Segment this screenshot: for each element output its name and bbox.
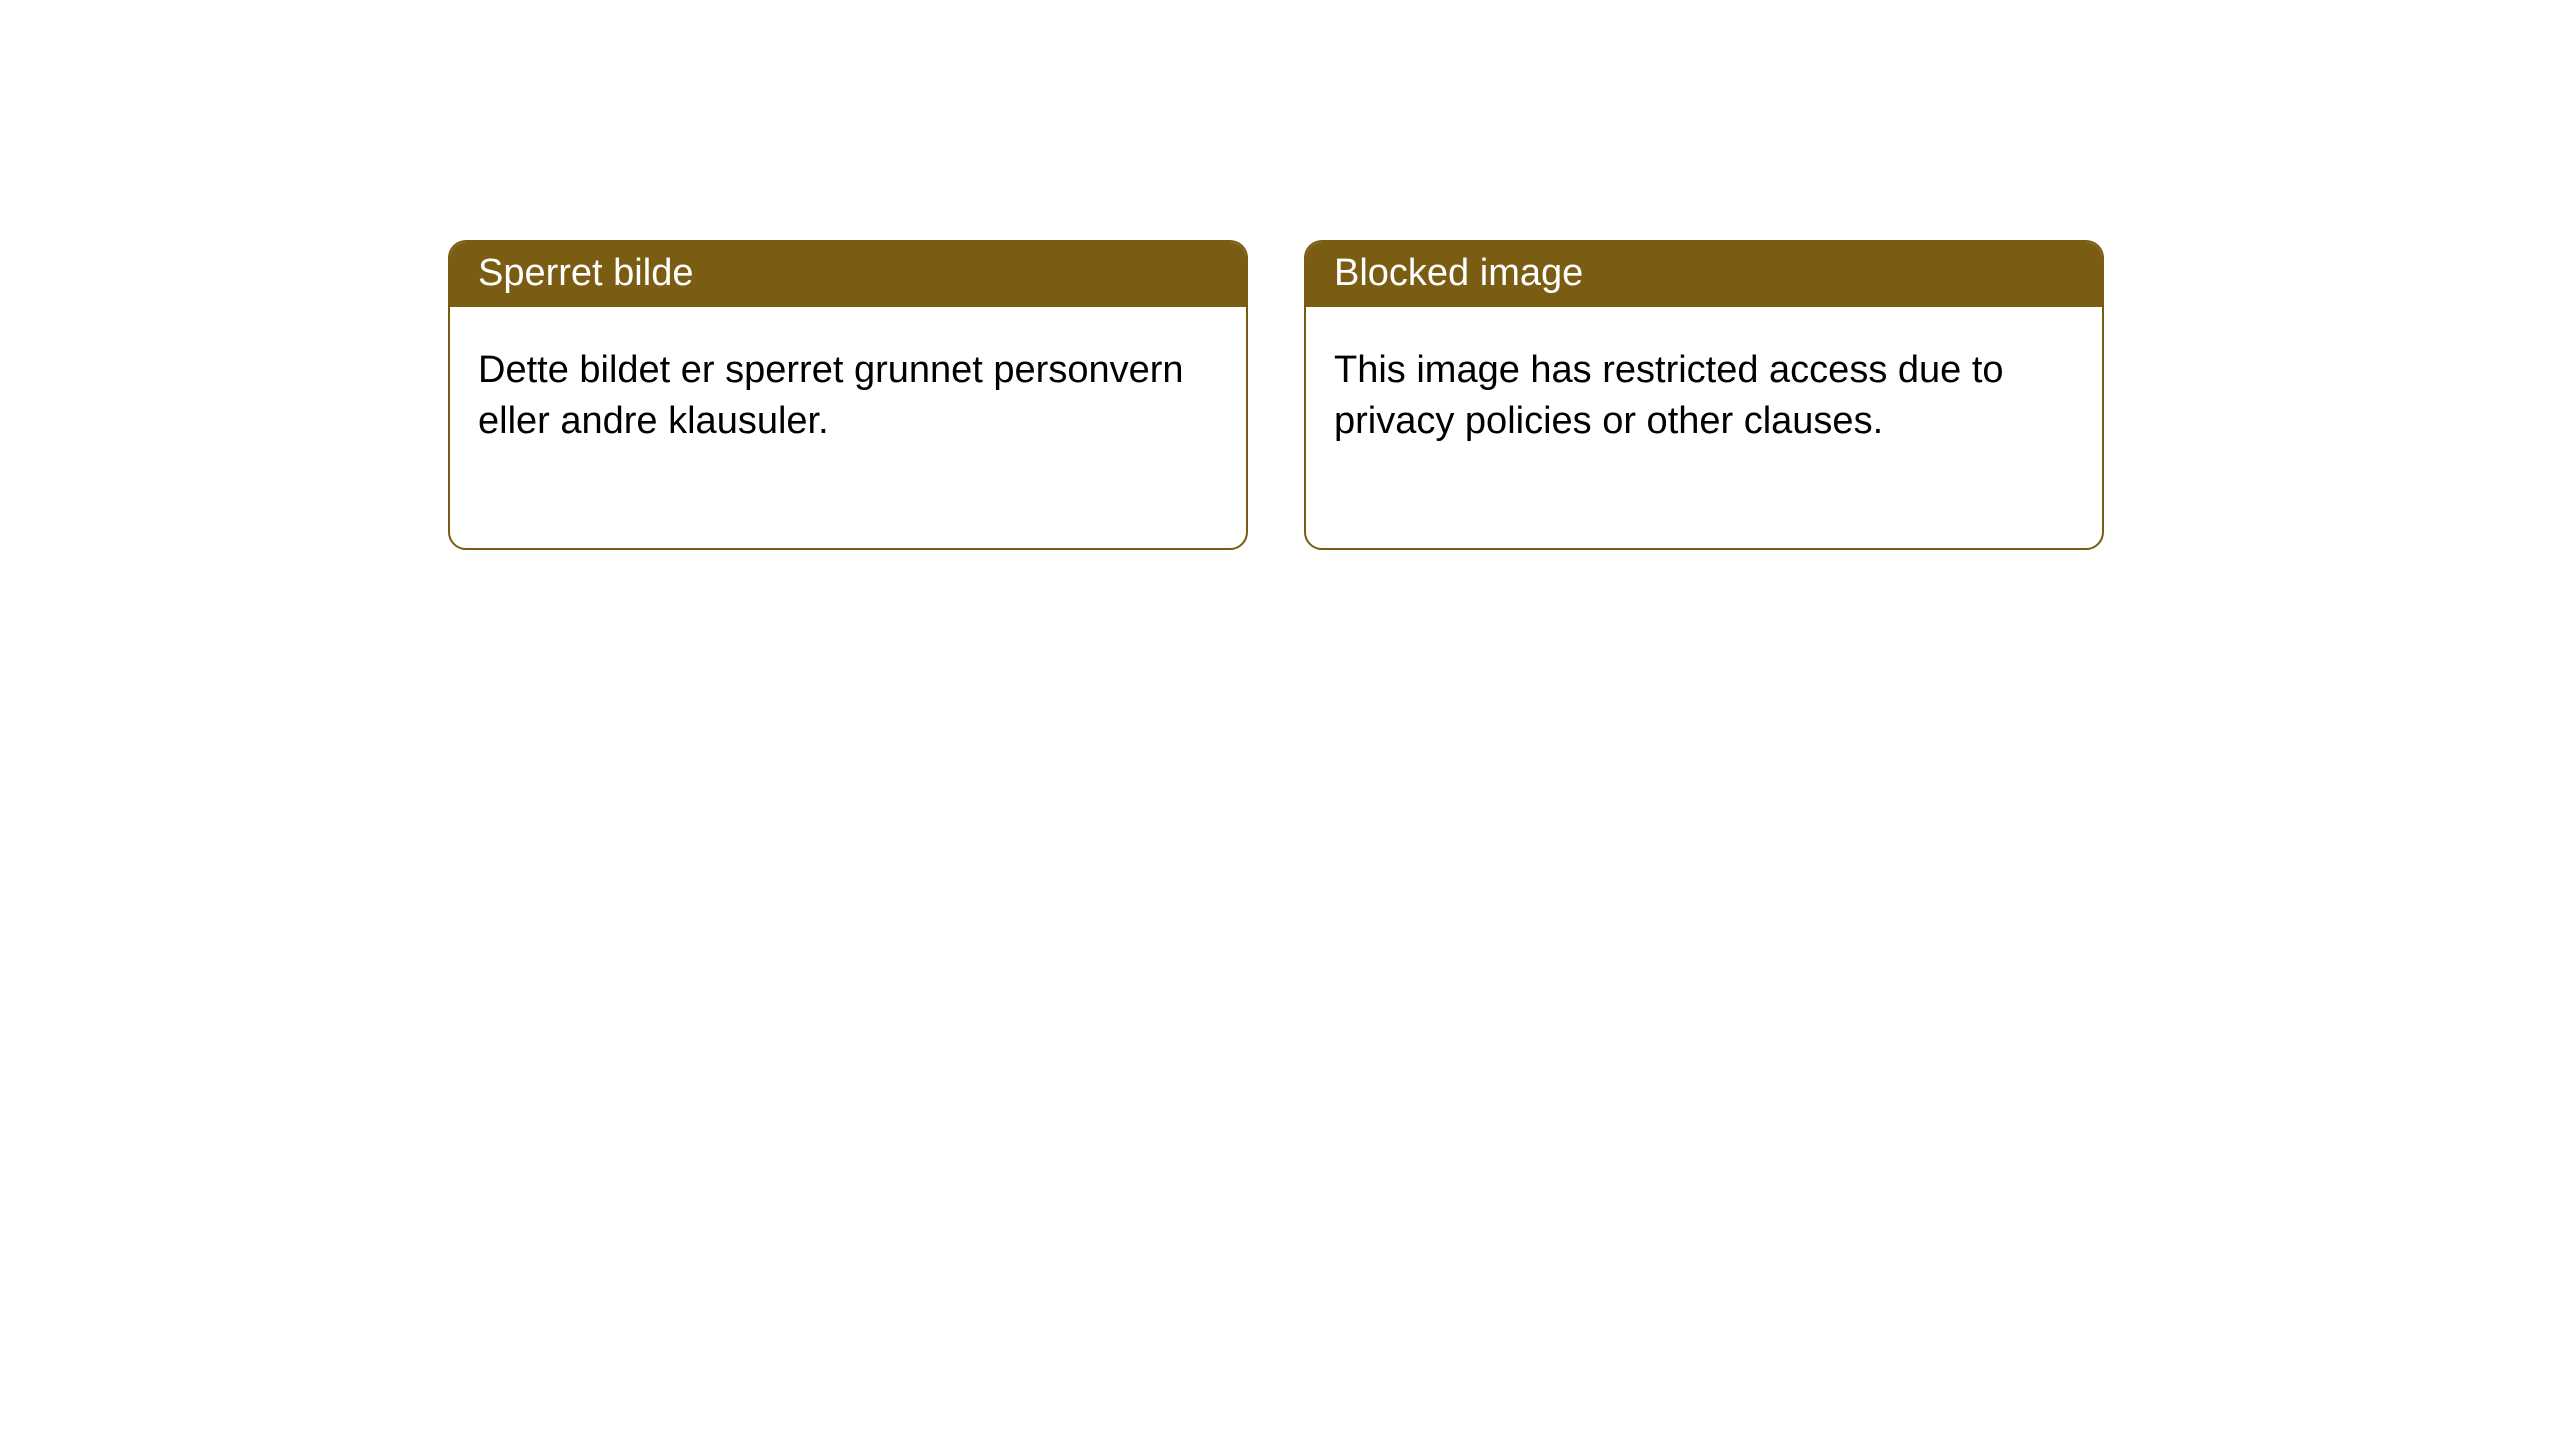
- notice-header: Blocked image: [1306, 242, 2102, 307]
- notice-container: Sperret bilde Dette bildet er sperret gr…: [0, 0, 2560, 550]
- notice-header: Sperret bilde: [450, 242, 1246, 307]
- notice-body: Dette bildet er sperret grunnet personve…: [450, 307, 1246, 548]
- notice-body: This image has restricted access due to …: [1306, 307, 2102, 548]
- notice-card-english: Blocked image This image has restricted …: [1304, 240, 2104, 550]
- notice-card-norwegian: Sperret bilde Dette bildet er sperret gr…: [448, 240, 1248, 550]
